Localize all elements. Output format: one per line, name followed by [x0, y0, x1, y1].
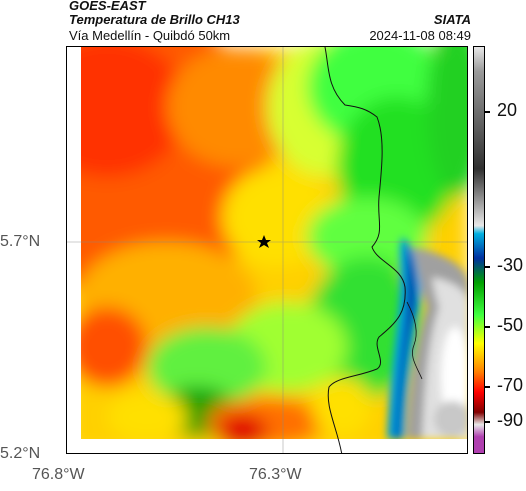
colorbar — [473, 46, 485, 454]
coast-line — [406, 301, 423, 380]
colorbar-label-minus30: -30 — [497, 255, 524, 275]
colorbar-label-20: 20 — [497, 100, 518, 120]
colorbar-tick — [485, 421, 490, 423]
region-subtitle: Vía Medellín - Quibdó 50km — [69, 28, 231, 43]
satellite-map[interactable] — [66, 46, 468, 454]
datetime-label: 2024-11-08 08:49 — [369, 28, 471, 43]
colorbar-label-minus70: -70 — [497, 375, 524, 395]
product-title: Temperatura de Brillo CH13 — [69, 12, 240, 27]
colorbar-tick — [485, 266, 490, 268]
boundary-line — [324, 47, 406, 453]
lat-label-5.7: 5.7°N — [0, 233, 41, 250]
colorbar-tick — [485, 326, 490, 328]
source-title: GOES-EAST — [69, 0, 146, 13]
colorbar-tick — [485, 386, 490, 388]
lat-label-5.2: 5.2°N — [0, 445, 41, 462]
colorbar-label-minus50: -50 — [497, 315, 524, 335]
lon-label-76.8: 76.8°W — [32, 466, 85, 483]
lon-label-76.3: 76.3°W — [249, 466, 302, 483]
star-icon — [257, 235, 271, 248]
colorbar-tick — [485, 111, 490, 113]
colorbar-label-minus90: -90 — [497, 410, 524, 430]
brightness-temperature-field — [67, 47, 467, 453]
agency-label: SIATA — [433, 12, 471, 27]
